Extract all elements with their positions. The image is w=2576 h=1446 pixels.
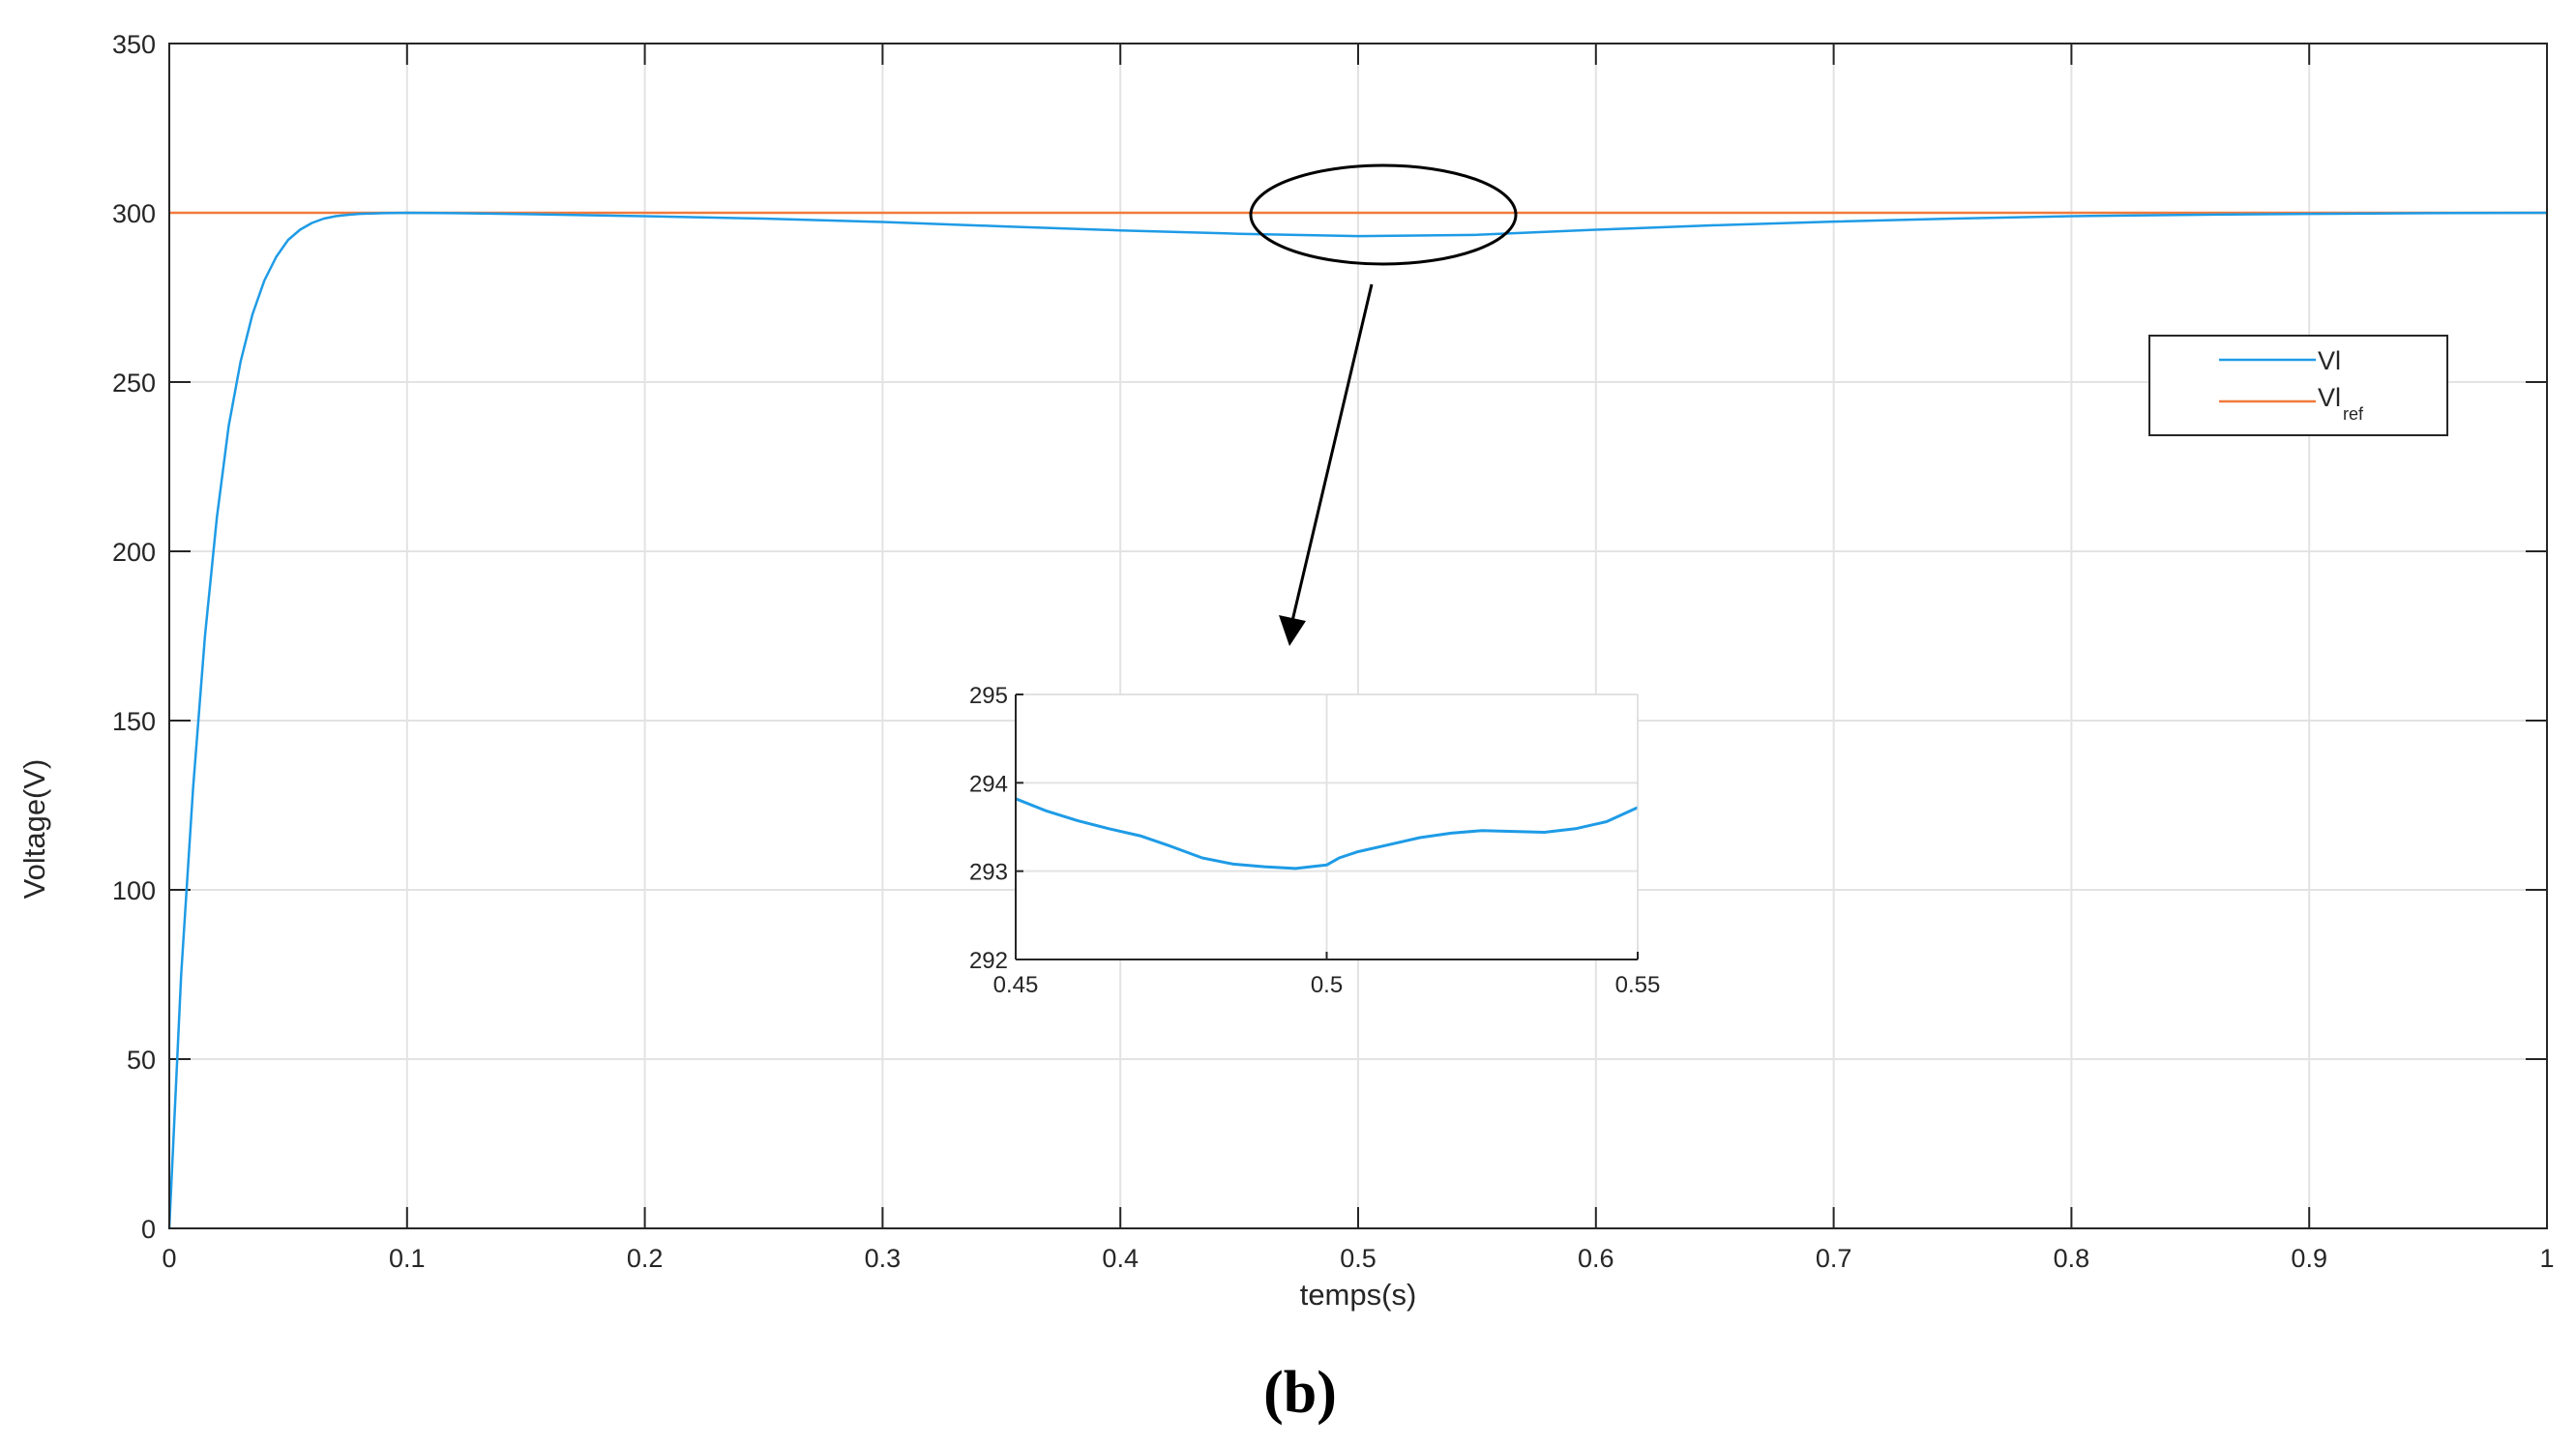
zoom-annotation <box>1249 163 1518 646</box>
y-tick-label: 300 <box>112 199 156 228</box>
x-tick-label: 0.8 <box>2054 1244 2090 1273</box>
inset-x-tick-labels: 0.45 0.5 0.55 <box>993 972 1661 998</box>
figure-caption: (b) <box>1263 1360 1337 1426</box>
inset-ticks <box>1015 693 1639 960</box>
plot-area-frame <box>168 43 2548 1229</box>
inset-zoom-plot: 0.45 0.5 0.55 292 293 294 295 <box>969 683 1660 998</box>
inset-series <box>1015 797 1639 871</box>
y-tick-labels: 0 50 100 150 200 250 300 350 <box>112 30 156 1244</box>
inset-x-tick-label: 0.55 <box>1615 972 1661 998</box>
inset-y-tick-label: 292 <box>969 948 1008 974</box>
x-tick-label: 0.4 <box>1102 1244 1139 1273</box>
x-tick-label: 0.3 <box>865 1244 902 1273</box>
main-series <box>167 211 2548 1229</box>
x-tick-label: 0 <box>162 1244 176 1273</box>
x-axis-title: temps(s) <box>1300 1278 1417 1312</box>
zoom-arrowhead <box>1279 615 1306 646</box>
y-tick-label: 100 <box>112 876 156 905</box>
legend-label-vl: Vl <box>2318 346 2341 375</box>
legend-label-vl-ref-subscript: ref <box>2343 404 2364 424</box>
x-tick-label: 0.2 <box>627 1244 664 1273</box>
y-tick-label: 150 <box>112 707 156 736</box>
inset-y-tick-label: 293 <box>969 860 1008 886</box>
inset-y-tick-labels: 292 293 294 295 <box>969 683 1008 974</box>
x-tick-labels: 0 0.1 0.2 0.3 0.4 0.5 0.6 0.7 0.8 0.9 1 <box>162 1244 2554 1273</box>
legend-label-vl-ref: Vlref <box>2318 383 2364 424</box>
y-tick-label: 200 <box>112 538 156 567</box>
inset-x-tick-label: 0.45 <box>993 972 1039 998</box>
inset-grid <box>1016 694 1638 959</box>
y-tick-label: 350 <box>112 30 156 59</box>
x-tick-label: 0.6 <box>1578 1244 1614 1273</box>
x-tick-label: 0.9 <box>2291 1244 2327 1273</box>
y-tick-label: 250 <box>112 369 156 398</box>
inset-series-line-vl <box>1015 797 1639 871</box>
main-grid <box>169 44 2547 1228</box>
y-tick-label: 0 <box>141 1215 156 1244</box>
zoom-ellipse <box>1249 163 1518 266</box>
y-tick-label: 50 <box>127 1046 156 1075</box>
x-tick-label: 1 <box>2539 1244 2554 1273</box>
inset-y-tick-label: 294 <box>969 771 1008 797</box>
legend-label-vl-ref-main: Vl <box>2318 383 2341 412</box>
x-tick-label: 0.1 <box>389 1244 426 1273</box>
legend: Vl Vlref <box>2148 335 2448 436</box>
y-axis-title: Voltage(V) <box>17 759 51 900</box>
inset-y-tick-label: 295 <box>969 683 1008 709</box>
inset-x-tick-label: 0.5 <box>1311 972 1343 998</box>
series-line-vl <box>167 211 2548 1229</box>
x-tick-label: 0.7 <box>1816 1244 1852 1273</box>
legend-box <box>2148 335 2448 436</box>
x-tick-label: 0.5 <box>1340 1244 1377 1273</box>
zoom-arrow <box>1290 283 1374 622</box>
